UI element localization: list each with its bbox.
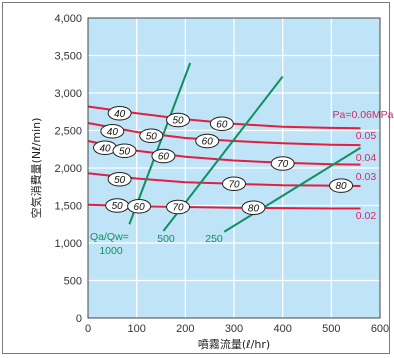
pressure-line <box>87 105 361 130</box>
ratio-title: Qa/Qw= <box>90 231 129 243</box>
y-tick-label: 3,000 <box>54 88 82 100</box>
x-tick-labels: 0 100 200 300 400 500 600 <box>85 323 389 335</box>
y-tick-label: 4,000 <box>54 13 82 25</box>
nozzle-mark: 50 <box>107 171 132 187</box>
nozzle-mark: 50 <box>166 112 191 128</box>
nozzle-mark-label: 60 <box>216 119 228 130</box>
y-tick-label: 0 <box>76 313 82 325</box>
nozzle-mark-label: 60 <box>134 202 146 213</box>
nozzle-mark-label: 50 <box>172 116 184 127</box>
nozzle-mark-label: 40 <box>107 127 119 138</box>
ratio-label: 250 <box>205 233 223 245</box>
nozzle-mark-label: 40 <box>99 143 111 154</box>
x-tick-label: 500 <box>322 323 340 335</box>
y-tick-label: 500 <box>64 276 82 288</box>
nozzle-mark: 70 <box>166 199 191 215</box>
nozzle-mark-label: 70 <box>228 179 240 190</box>
x-tick-label: 600 <box>371 323 389 335</box>
pressure-label: 0.02 <box>356 210 377 222</box>
y-tick-labels: 0 500 1,000 1,500 2,000 2,500 3,000 3,500 4,000 <box>54 13 82 325</box>
x-tick-label: 100 <box>127 323 145 335</box>
nozzle-mark-label: 80 <box>336 181 348 192</box>
y-axis-title: 空気消費量(Nℓ/min) <box>29 118 43 219</box>
plot-border <box>87 17 381 319</box>
nozzle-mark: 60 <box>127 198 152 214</box>
nozzle-mark: 70 <box>222 176 246 192</box>
nozzle-mark: 50 <box>105 198 130 213</box>
nozzle-mark-label: 50 <box>119 146 131 157</box>
nozzle-mark-label: 40 <box>114 109 126 120</box>
x-tick-label: 300 <box>225 323 243 335</box>
nozzle-mark: 40 <box>107 105 132 121</box>
nozzle-mark: 80 <box>329 178 354 193</box>
x-axis-title: 噴霧流量(ℓ/hr) <box>198 337 270 351</box>
nozzle-mark: 80 <box>241 200 266 216</box>
nozzle-mark-label: 50 <box>146 131 158 142</box>
pressure-label: 0.03 <box>356 171 377 183</box>
nozzle-mark: 40 <box>100 123 125 139</box>
nozzle-mark: 60 <box>195 133 220 149</box>
x-tick-label: 0 <box>85 323 91 335</box>
nozzle-mark-label: 50 <box>114 175 126 186</box>
pressure-line <box>87 140 361 166</box>
nozzle-mark: 60 <box>209 116 234 132</box>
nozzle-mark-label: 70 <box>172 203 184 214</box>
nozzle-mark: 50 <box>112 143 137 159</box>
nozzle-mark: 70 <box>270 156 295 171</box>
nozzle-mark: 50 <box>139 128 164 144</box>
nozzle-mark-label: 60 <box>158 152 170 163</box>
pressure-label: 0.04 <box>356 152 377 164</box>
pressure-label: Pa=0.06MPa <box>332 109 393 121</box>
y-tick-label: 2,000 <box>54 163 82 175</box>
nozzle-mark-label: 70 <box>277 159 289 170</box>
y-tick-label: 2,500 <box>54 126 82 138</box>
y-tick-label: 1,500 <box>54 201 82 213</box>
nozzle-mark-label: 50 <box>112 201 124 212</box>
y-tick-label: 3,500 <box>54 51 82 63</box>
nozzle-mark: 60 <box>151 148 176 164</box>
pressure-label: 0.05 <box>356 130 377 142</box>
nozzle-mark-label: 60 <box>202 137 214 148</box>
ratio-line <box>223 146 362 233</box>
ratio-label: 500 <box>157 233 175 245</box>
x-tick-label: 200 <box>176 323 194 335</box>
nozzle-mark-label: 80 <box>248 203 260 214</box>
x-tick-label: 400 <box>273 323 291 335</box>
ratio-line <box>128 62 192 225</box>
ratio-label: 1000 <box>99 245 123 257</box>
y-tick-label: 1,000 <box>54 238 82 250</box>
grid <box>88 18 380 318</box>
series-labels: Pa=0.06MPa 0.05 0.04 0.03 0.02 Qa/Qw= 1000 500 2… <box>90 109 394 257</box>
